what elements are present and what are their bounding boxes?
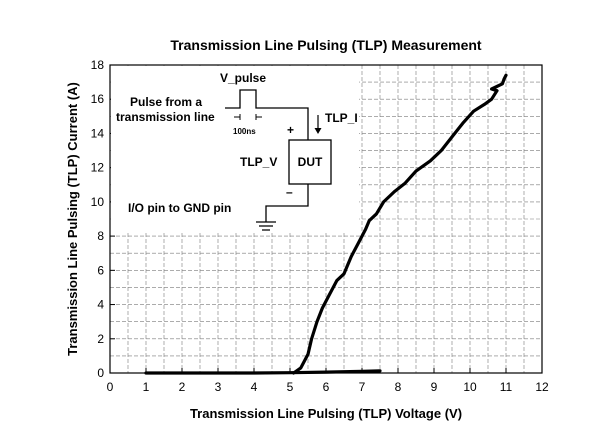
x-tick-label: 7	[359, 380, 366, 394]
pulse-waveform	[225, 89, 264, 109]
y-tick-label: 8	[97, 229, 104, 243]
x-tick-label: 9	[431, 380, 438, 394]
x-tick-label: 4	[251, 380, 258, 394]
pulse-source-label-1: Pulse from a	[130, 95, 202, 109]
plus-sign: +	[287, 123, 294, 137]
dut-box	[288, 139, 332, 185]
y-tick-label: 6	[97, 263, 104, 277]
y-tick-label: 14	[91, 126, 105, 140]
x-tick-label: 10	[463, 380, 477, 394]
series-line-1	[144, 369, 382, 375]
x-tick-label: 6	[323, 380, 330, 394]
x-tick-label: 1	[143, 380, 150, 394]
y-axis-label: Transmission Line Pulsing (TLP) Current …	[65, 82, 80, 356]
y-tick-label: 2	[97, 332, 104, 346]
v-pulse-label: V_pulse	[220, 71, 266, 85]
y-tick-label: 0	[97, 366, 104, 380]
x-tick-label: 11	[500, 380, 513, 394]
pulse-source-label-2: transmission line	[116, 110, 215, 124]
x-tick-label: 0	[107, 380, 114, 394]
pulse-width-label: 100ns	[233, 127, 256, 136]
pulse-width-marker	[234, 114, 262, 120]
data-series	[144, 73, 508, 375]
x-tick-label: 12	[535, 380, 549, 394]
dut-label: DUT	[298, 155, 323, 169]
pulse-to-dut-wire	[264, 107, 309, 140]
y-tick-label: 4	[97, 298, 104, 312]
ground-symbol	[256, 221, 276, 231]
y-tick-label: 12	[91, 161, 105, 175]
io-pin-label: I/O pin to GND pin	[128, 201, 231, 215]
x-tick-label: 8	[395, 380, 402, 394]
tlp-schematic: V_pulse Pulse from a transmission line 1…	[116, 71, 358, 231]
y-tick-label: 10	[91, 195, 105, 209]
x-tick-label: 3	[215, 380, 222, 394]
x-axis-label: Transmission Line Pulsing (TLP) Voltage …	[190, 406, 462, 421]
minus-sign: –	[286, 185, 293, 199]
tlp-i-label: TLP_I	[325, 111, 358, 125]
y-tick-label: 16	[91, 92, 105, 106]
chart-title: Transmission Line Pulsing (TLP) Measurem…	[170, 37, 482, 53]
x-tick-label: 2	[179, 380, 186, 394]
series-line-2	[292, 73, 508, 375]
x-tick-label: 5	[287, 380, 294, 394]
tlp-i-arrow-head	[314, 128, 322, 134]
tlp-v-label: TLP_V	[240, 155, 277, 169]
y-tick-label: 18	[91, 58, 105, 72]
dut-to-ground-wire	[265, 184, 309, 222]
